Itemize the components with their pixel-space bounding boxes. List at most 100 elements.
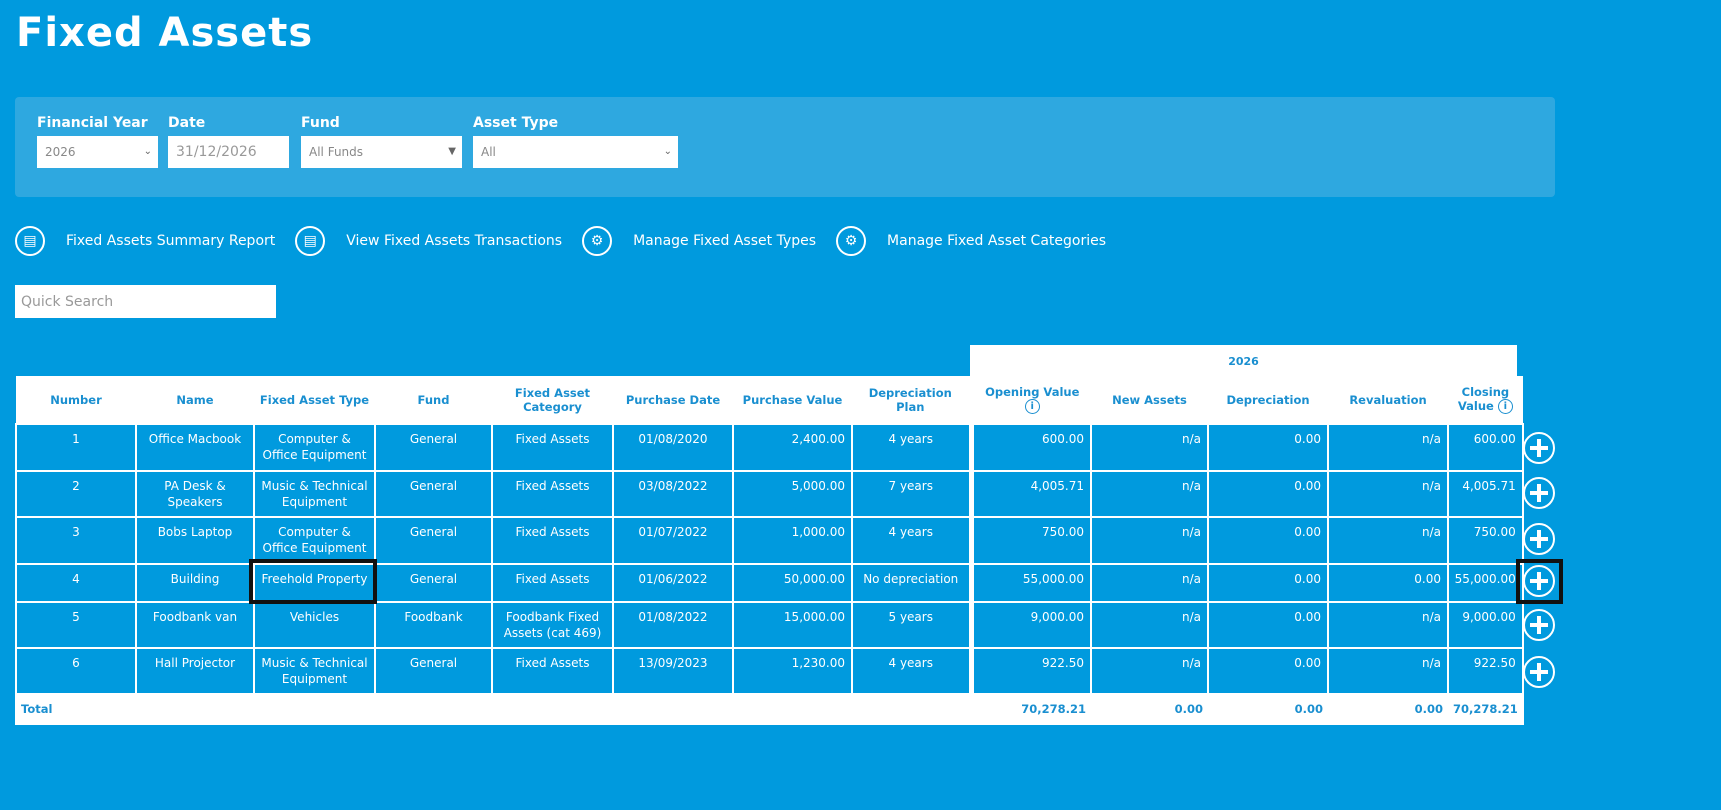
cell-new-assets: n/a	[1090, 563, 1209, 603]
fund-select[interactable]: All Funds ▼	[301, 136, 462, 168]
link-label: View Fixed Assets Transactions	[346, 233, 563, 249]
cell-depreciation-plan: 4 years	[851, 423, 972, 472]
column-header[interactable]: Purchase Date	[613, 376, 733, 424]
cell-revaluation: n/a	[1327, 647, 1449, 695]
column-header-label: Fixed Asset Category	[514, 385, 591, 414]
page-title: Fixed Assets	[16, 10, 314, 56]
table-header-row: Number Name Fixed Asset Type Fund Fixed Asse…	[16, 376, 1523, 424]
add-transaction-button[interactable]	[1523, 565, 1555, 597]
info-icon[interactable]: i	[1497, 399, 1513, 414]
filter-panel: Financial Year 2026 ⌄ Date 31/12/2026 Fun…	[15, 97, 1555, 197]
table-row[interactable]: 3 Bobs Laptop Computer & Office Equipment G…	[15, 516, 1524, 565]
cell-fixed-asset-category: Fixed Assets	[491, 423, 614, 472]
cell-purchase-date: 01/07/2022	[612, 516, 734, 565]
cell-depreciation: 0.00	[1207, 601, 1329, 649]
chevron-down-icon: ⌄	[663, 146, 672, 157]
document-icon: ▤	[15, 226, 45, 256]
cell-fixed-asset-category: Foodbank Fixed Assets (cat 469)	[491, 601, 614, 649]
total-opening: 70,278.21	[968, 693, 1092, 725]
column-header-label: Fund	[417, 392, 450, 407]
column-header-label: Purchase Value	[742, 392, 843, 407]
column-header[interactable]: Purchase Value	[733, 376, 852, 424]
cell-fixed-asset-type: Music & Technical Equipment	[253, 647, 376, 695]
cell-purchase-value: 5,000.00	[732, 470, 853, 518]
column-header-label: Fixed Asset Type	[259, 392, 370, 407]
date-label: Date	[168, 115, 206, 131]
cell-purchase-value: 50,000.00	[732, 563, 853, 603]
quick-search-input[interactable]	[15, 285, 276, 318]
table-row[interactable]: 4 Building Freehold Property General Fixed A…	[15, 563, 1524, 603]
total-label: Total	[15, 693, 972, 725]
fixed-assets-table: Number Name Fixed Asset Type Fund Fixed Asse…	[15, 376, 1524, 725]
cell-fixed-asset-type: Vehicles	[253, 601, 376, 649]
column-header[interactable]: Depreciation Plan	[852, 376, 971, 424]
cell-fixed-asset-type: Music & Technical Equipment	[253, 470, 376, 518]
financial-year-label: Financial Year	[37, 115, 148, 131]
add-transaction-button[interactable]	[1523, 432, 1555, 464]
action-links: ▤ Fixed Assets Summary Report ▤ View Fixed…	[15, 226, 1126, 256]
add-transaction-button[interactable]	[1523, 523, 1555, 555]
cell-opening-value: 4,005.71	[968, 470, 1092, 518]
total-revaluation: 0.00	[1327, 693, 1449, 725]
view-transactions-link[interactable]: ▤ View Fixed Assets Transactions	[295, 226, 562, 256]
column-header[interactable]: Depreciation	[1208, 376, 1328, 424]
table-row[interactable]: 2 PA Desk & Speakers Music & Technical Equ…	[15, 470, 1524, 518]
cell-depreciation: 0.00	[1207, 423, 1329, 472]
total-row: Total 70,278.21 0.00 0.00 0.00 70,278.21	[15, 693, 1524, 725]
column-header[interactable]: Fixed Asset Category	[492, 376, 613, 424]
cell-depreciation-plan: 7 years	[851, 470, 972, 518]
cell-fixed-asset-category: Fixed Assets	[491, 470, 614, 518]
link-label: Manage Fixed Asset Categories	[887, 233, 1106, 249]
table-row[interactable]: 1 Office Macbook Computer & Office Equipme…	[15, 423, 1524, 472]
fund-filter: Fund All Funds ▼	[301, 115, 462, 168]
cell-fund: General	[374, 563, 493, 603]
cell-closing-value: 922.50	[1447, 647, 1524, 695]
cell-depreciation-plan: 4 years	[851, 516, 972, 565]
cell-purchase-date: 01/08/2022	[612, 601, 734, 649]
column-header[interactable]: Name	[136, 376, 254, 424]
chevron-down-icon: ⌄	[143, 146, 152, 157]
cell-fund: General	[374, 423, 493, 472]
total-closing: 70,278.21	[1447, 693, 1524, 725]
column-header[interactable]: Fixed Asset Type	[254, 376, 375, 424]
manage-asset-categories-link[interactable]: ⚙ Manage Fixed Asset Categories	[836, 226, 1106, 256]
column-header[interactable]: Opening Value i	[968, 376, 1091, 424]
column-header[interactable]: Closing Value i	[1448, 376, 1523, 424]
table-row[interactable]: 6 Hall Projector Music & Technical Equipme…	[15, 647, 1524, 695]
cell-purchase-date: 03/08/2022	[612, 470, 734, 518]
add-transaction-button[interactable]	[1523, 609, 1555, 641]
column-header-label: Number	[50, 392, 102, 407]
column-header[interactable]: Fund	[375, 376, 492, 424]
document-icon: ▤	[295, 226, 326, 256]
cell-fixed-asset-category: Fixed Assets	[491, 563, 614, 603]
date-input[interactable]: 31/12/2026	[168, 136, 289, 168]
summary-report-link[interactable]: ▤ Fixed Assets Summary Report	[15, 226, 275, 256]
cell-depreciation: 0.00	[1207, 563, 1329, 603]
column-header-label: New Assets	[1112, 392, 1187, 407]
cell-name: Bobs Laptop	[135, 516, 255, 565]
column-header[interactable]: Number	[16, 376, 136, 424]
cell-purchase-value: 2,400.00	[732, 423, 853, 472]
add-transaction-button[interactable]	[1523, 477, 1555, 509]
gear-icon: ⚙	[582, 226, 613, 256]
cell-name: Building	[135, 563, 255, 603]
column-header[interactable]: New Assets	[1091, 376, 1208, 424]
cell-fund: General	[374, 516, 493, 565]
info-icon[interactable]: i	[1024, 399, 1040, 414]
cell-number: 1	[15, 423, 137, 472]
asset-type-select[interactable]: All ⌄	[473, 136, 678, 168]
cell-name: Office Macbook	[135, 423, 255, 472]
cell-fund: Foodbank	[374, 601, 493, 649]
gear-icon: ⚙	[836, 226, 867, 256]
total-new-assets: 0.00	[1090, 693, 1209, 725]
manage-asset-types-link[interactable]: ⚙ Manage Fixed Asset Types	[582, 226, 816, 256]
cell-new-assets: n/a	[1090, 516, 1209, 565]
add-transaction-button[interactable]	[1523, 656, 1555, 688]
cell-new-assets: n/a	[1090, 601, 1209, 649]
date-filter: Date 31/12/2026	[168, 115, 289, 168]
table-row[interactable]: 5 Foodbank van Vehicles Foodbank Foodbank Fi…	[15, 601, 1524, 649]
cell-depreciation-plan: 5 years	[851, 601, 972, 649]
column-header[interactable]: Revaluation	[1328, 376, 1448, 424]
financial-year-select[interactable]: 2026 ⌄	[37, 136, 158, 168]
cell-revaluation: n/a	[1327, 601, 1449, 649]
